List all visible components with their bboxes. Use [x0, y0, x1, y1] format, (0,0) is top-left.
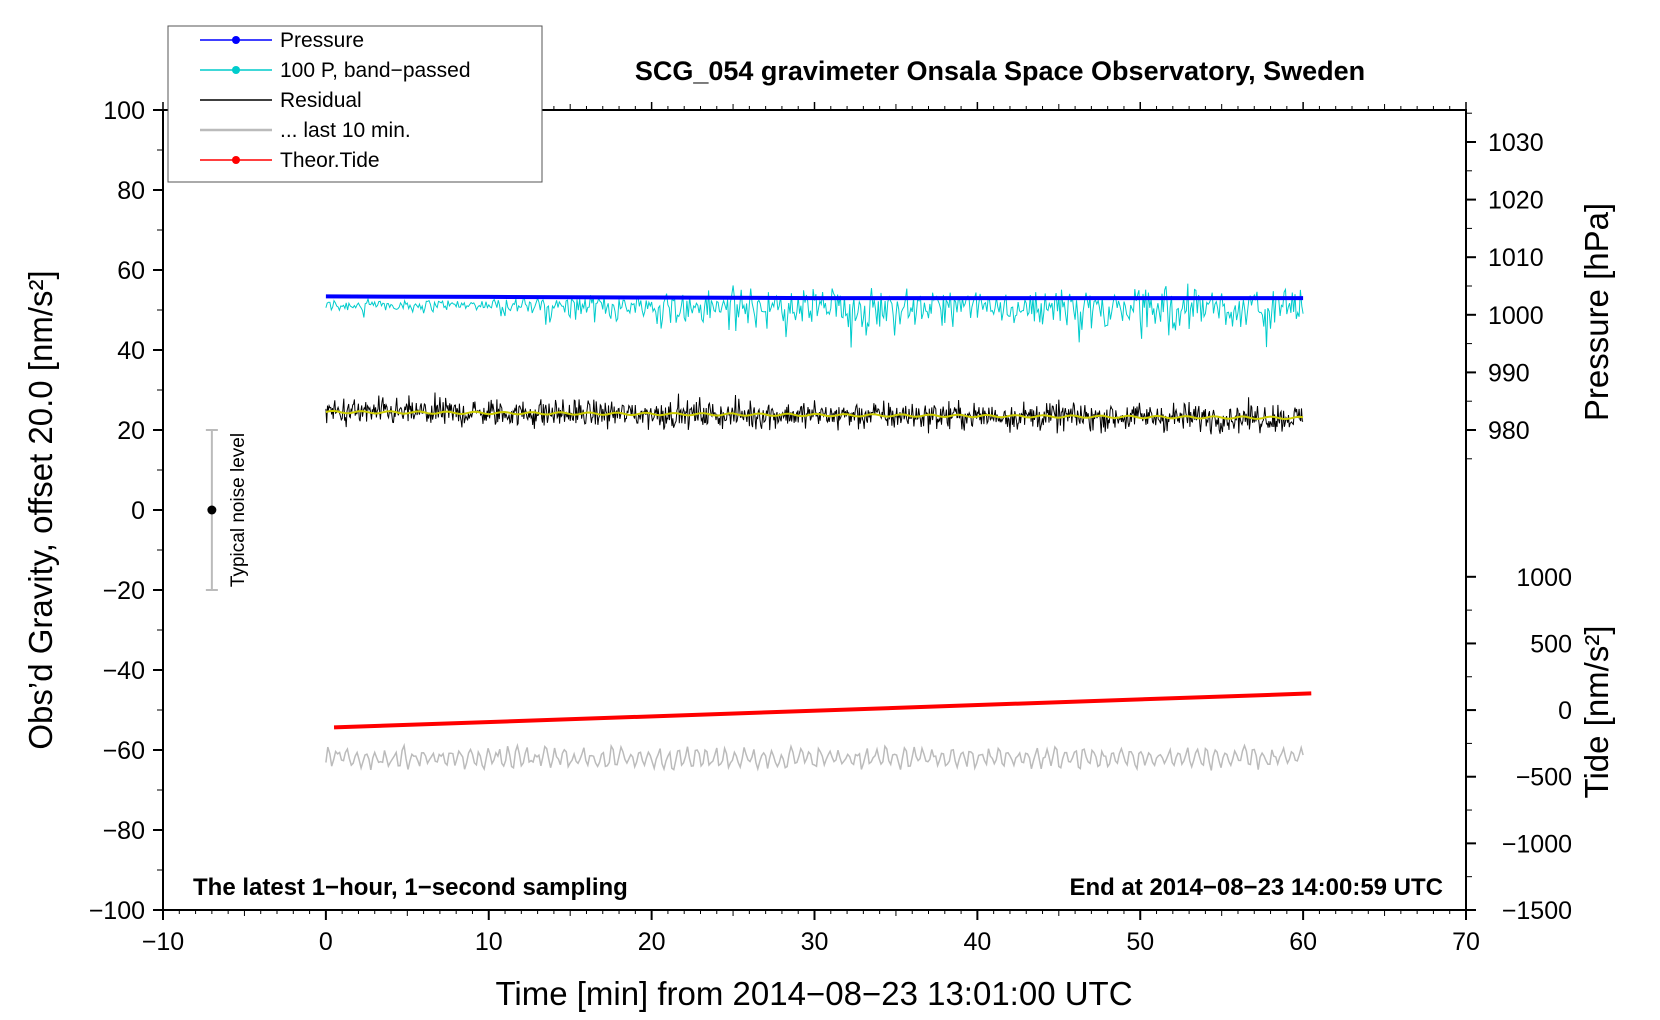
tide-tick-label: −500: [1516, 764, 1572, 792]
y-tick-label: 60: [117, 257, 145, 285]
tide-tick-label: 1000: [1516, 564, 1572, 592]
y-tick-label: −60: [103, 737, 145, 765]
series-pressure-line: [325, 294, 1304, 301]
x-tick-label: 20: [638, 928, 666, 956]
legend-label: Pressure: [280, 29, 364, 52]
y-tick-label: 100: [103, 97, 145, 125]
x-tick-label: 40: [963, 928, 991, 956]
legend-box: [167, 25, 543, 183]
annotation-bottom-right: End at 2014−08−23 14:00:59 UTC: [1069, 874, 1443, 901]
y-axis-title-pressure: Pressure [hPa]: [1578, 203, 1615, 421]
series-tide-line: [333, 691, 1312, 730]
chart-title: SCG_054 gravimeter Onsala Space Observat…: [635, 56, 1365, 86]
pressure-tick-label: 980: [1488, 417, 1530, 445]
x-axis-title: Time [min] from 2014−08−23 13:01:00 UTC: [495, 975, 1132, 1012]
tide-tick-label: −1000: [1502, 830, 1572, 858]
y-tick-label: 40: [117, 337, 145, 365]
pressure-tick-label: 1000: [1488, 302, 1544, 330]
x-tick-label: 30: [801, 928, 829, 956]
noise-bar-dot: [207, 505, 217, 515]
y-tick-label: 0: [131, 497, 145, 525]
legend-label: Theor.Tide: [280, 149, 380, 172]
pressure-tick-label: 1010: [1488, 244, 1544, 272]
legend-label: 100 P, band−passed: [280, 59, 471, 82]
pressure-tick-label: 1020: [1488, 187, 1544, 215]
noise-bar-label: Typical noise level: [228, 433, 249, 587]
x-tick-label: 0: [319, 928, 333, 956]
x-tick-label: 70: [1452, 928, 1480, 956]
y-tick-label: −40: [103, 657, 145, 685]
y-tick-label: −20: [103, 577, 145, 605]
x-tick-label: −10: [142, 928, 184, 956]
series-residual-line: [325, 392, 1304, 435]
legend-marker: [232, 156, 240, 164]
y-tick-label: 80: [117, 177, 145, 205]
series-bandpassed-line: [325, 283, 1304, 348]
tide-tick-label: 500: [1530, 630, 1572, 658]
plot-frame: [162, 109, 1467, 911]
tide-tick-label: 0: [1558, 697, 1572, 725]
noise-bar: Typical noise level: [205, 429, 249, 591]
series-residual-smoothed-line: [325, 409, 1304, 421]
tide-tick-label: −1500: [1502, 897, 1572, 925]
x-tick-label: 60: [1289, 928, 1317, 956]
ticks-layer: −10 0 10 20 30 40 50 60 70−100−80−60−40−20020406…: [89, 97, 1572, 956]
y-axis-title-tide: Tide [nm/s²]: [1578, 626, 1615, 799]
y-tick-label: −100: [89, 897, 145, 925]
x-tick-label: 10: [475, 928, 503, 956]
annotation-bottom-left: The latest 1−hour, 1−second sampling: [193, 874, 628, 901]
pressure-tick-label: 1030: [1488, 129, 1544, 157]
y-tick-label: 20: [117, 417, 145, 445]
y-axis-title-left: Obs’d Gravity, offset 20.0 [nm/s²]: [22, 270, 59, 749]
legend-label: Residual: [280, 89, 362, 112]
legend-marker: [232, 36, 240, 44]
series-last10min-line: [325, 742, 1304, 772]
legend-label: ... last 10 min.: [280, 119, 411, 142]
series-layer: [325, 283, 1312, 772]
pressure-tick-label: 990: [1488, 359, 1530, 387]
x-tick-label: 50: [1126, 928, 1154, 956]
legend-marker: [232, 66, 240, 74]
legend: Pressure 100 P, band−passed Residual ... la…: [167, 25, 543, 183]
y-tick-label: −80: [103, 817, 145, 845]
